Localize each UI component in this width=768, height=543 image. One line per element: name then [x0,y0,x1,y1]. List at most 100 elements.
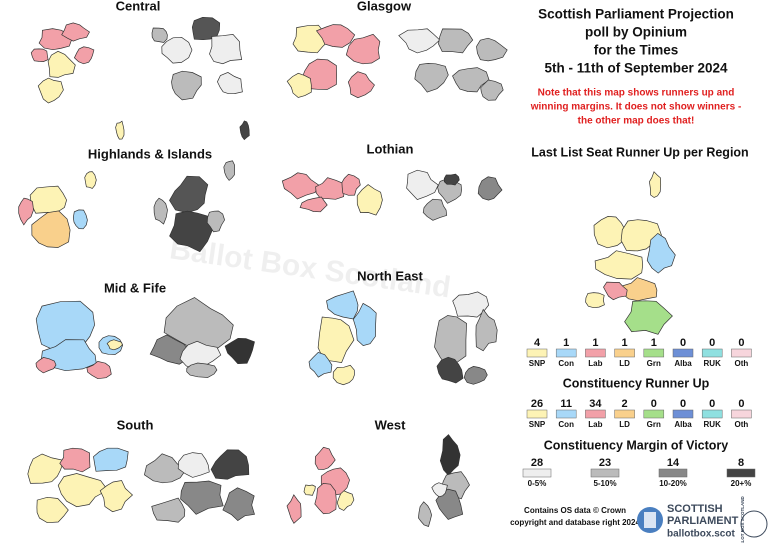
map-area [308,351,333,378]
map-area [303,484,316,496]
region-name: Mid & Fife [104,280,166,295]
swatch [585,348,606,358]
map-area [435,488,464,520]
party-label: Oth [735,359,749,368]
title-line: poll by Opinium [585,25,687,40]
map-area [163,297,234,351]
swatch [526,409,548,419]
region-name: Glasgow [357,0,412,13]
map-area [345,33,381,65]
count: 1 [563,337,569,349]
note-line: Note that this map shows runners up and [538,88,735,99]
map-area [439,434,461,476]
map-area [418,501,432,527]
party-label: Con [558,420,574,429]
badge [740,510,768,538]
map-area [352,302,377,346]
count: 14 [667,457,680,469]
band-label: 10-20% [659,479,687,488]
map-area [151,27,168,43]
map-area [223,160,235,181]
title-line: for the Times [594,43,679,58]
map-area [452,291,490,318]
swatch [731,348,752,358]
party-label: LD [619,420,630,429]
map-area [356,184,383,216]
map-area [452,67,490,93]
map-area [177,452,210,478]
map-area [99,480,134,513]
swatch [658,468,688,478]
map-area [57,473,109,508]
party-label: RUK [704,359,722,368]
count: 1 [622,337,628,349]
map-area [29,185,67,214]
map-area [222,487,255,522]
map-area [106,339,123,351]
map-area [332,364,355,386]
party-label: Lab [588,359,602,368]
swatch [526,348,548,358]
count: 26 [531,398,543,410]
map-area [603,281,628,301]
party-label: SNP [529,359,546,368]
map-area [281,172,320,200]
party-label: LD [619,359,630,368]
map-area [61,22,90,42]
map-area [624,300,673,335]
map-area [434,315,467,368]
region-name: South [117,417,154,432]
map-area [414,63,449,93]
map-area [443,173,460,186]
map-area [475,308,498,352]
map-area [436,356,464,384]
map-area [59,447,91,473]
map-area [299,196,328,213]
map-area [210,449,250,480]
note-line: winning margins. It does not show winner… [530,102,742,113]
count: 0 [738,337,744,349]
map-area [35,357,57,374]
count: 0 [651,398,657,410]
map-area [169,175,209,213]
credit-line: Contains OS data © Crown [524,506,626,515]
map-area [18,197,34,226]
map-area [341,173,361,196]
map-area [180,480,224,515]
badge-text: BALLOT BOX SCOTLAND [740,496,745,543]
labels: Scottish Parliament Projection poll by Op… [88,0,768,543]
region-name: North East [357,268,423,283]
logo-text: PARLIAMENT [667,515,739,527]
count: 1 [592,337,598,349]
swatch [701,409,723,419]
party-label: Lab [588,420,602,429]
swatch [726,468,756,478]
map-area [27,453,65,484]
logo-text: SCOTTISH [667,503,723,515]
map-area [398,28,441,54]
swatch [643,409,665,419]
region-name: Central [116,0,161,13]
map-area [186,362,218,378]
map-area [585,292,605,309]
swatch [590,468,620,478]
map-area [239,120,250,141]
count: 0 [709,398,715,410]
map-area [480,79,504,101]
map-area [37,77,64,104]
map-area [224,337,255,365]
count: 0 [709,337,715,349]
map-area [314,483,337,515]
title-line: 5th - 11th of September 2024 [544,61,728,76]
map-area [286,72,312,98]
section-title: Constituency Margin of Victory [544,438,729,452]
map-area [326,290,359,320]
party-label: Grn [647,359,661,368]
count: 28 [531,457,543,469]
swatch [731,409,752,419]
map-area [144,453,187,484]
map-area [431,482,448,498]
count: 11 [560,398,572,410]
map-area [93,447,129,472]
map-area [646,232,676,274]
